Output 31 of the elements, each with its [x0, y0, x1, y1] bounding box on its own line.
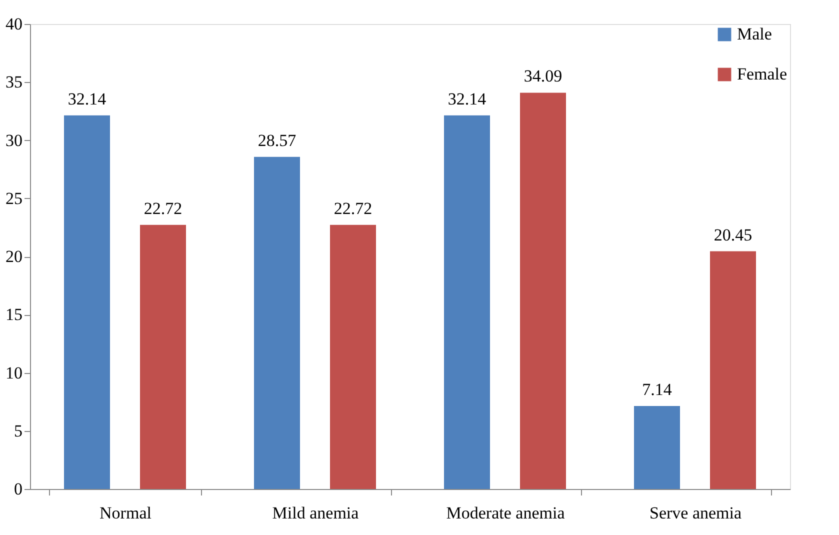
- legend-label: Male: [737, 24, 772, 44]
- y-tick-label: 15: [6, 305, 22, 324]
- bar: [520, 92, 566, 489]
- data-label: 7.14: [642, 380, 672, 399]
- bar: [64, 115, 110, 489]
- data-label: 22.72: [334, 198, 372, 218]
- data-label: 32.14: [68, 89, 107, 108]
- data-label: 28.57: [258, 130, 297, 150]
- x-tick-label: Normal: [100, 504, 152, 522]
- bar: [140, 224, 186, 489]
- x-tick-label: Moderate anemia: [446, 504, 566, 522]
- y-tick-label: 0: [14, 480, 22, 498]
- bar: [254, 156, 300, 489]
- y-tick-label: 10: [6, 363, 22, 382]
- bar: [710, 251, 756, 489]
- legend-label: Female: [737, 64, 788, 84]
- y-tick-label: 35: [6, 72, 22, 92]
- data-label: 22.72: [144, 198, 182, 218]
- y-tick-label: 40: [6, 14, 22, 34]
- x-tick-label: Mild anemia: [272, 504, 360, 522]
- x-tick-label: Serve anemia: [649, 504, 742, 522]
- data-label: 34.09: [524, 66, 562, 86]
- y-tick-label: 5: [14, 421, 22, 440]
- data-label: 20.45: [714, 225, 752, 244]
- y-tick-label: 30: [6, 130, 22, 150]
- bar: [444, 115, 490, 489]
- bar: [330, 224, 376, 489]
- data-label: 32.14: [448, 89, 487, 108]
- bar: [634, 406, 680, 489]
- y-tick-label: 25: [6, 188, 22, 208]
- y-tick-label: 20: [6, 247, 22, 266]
